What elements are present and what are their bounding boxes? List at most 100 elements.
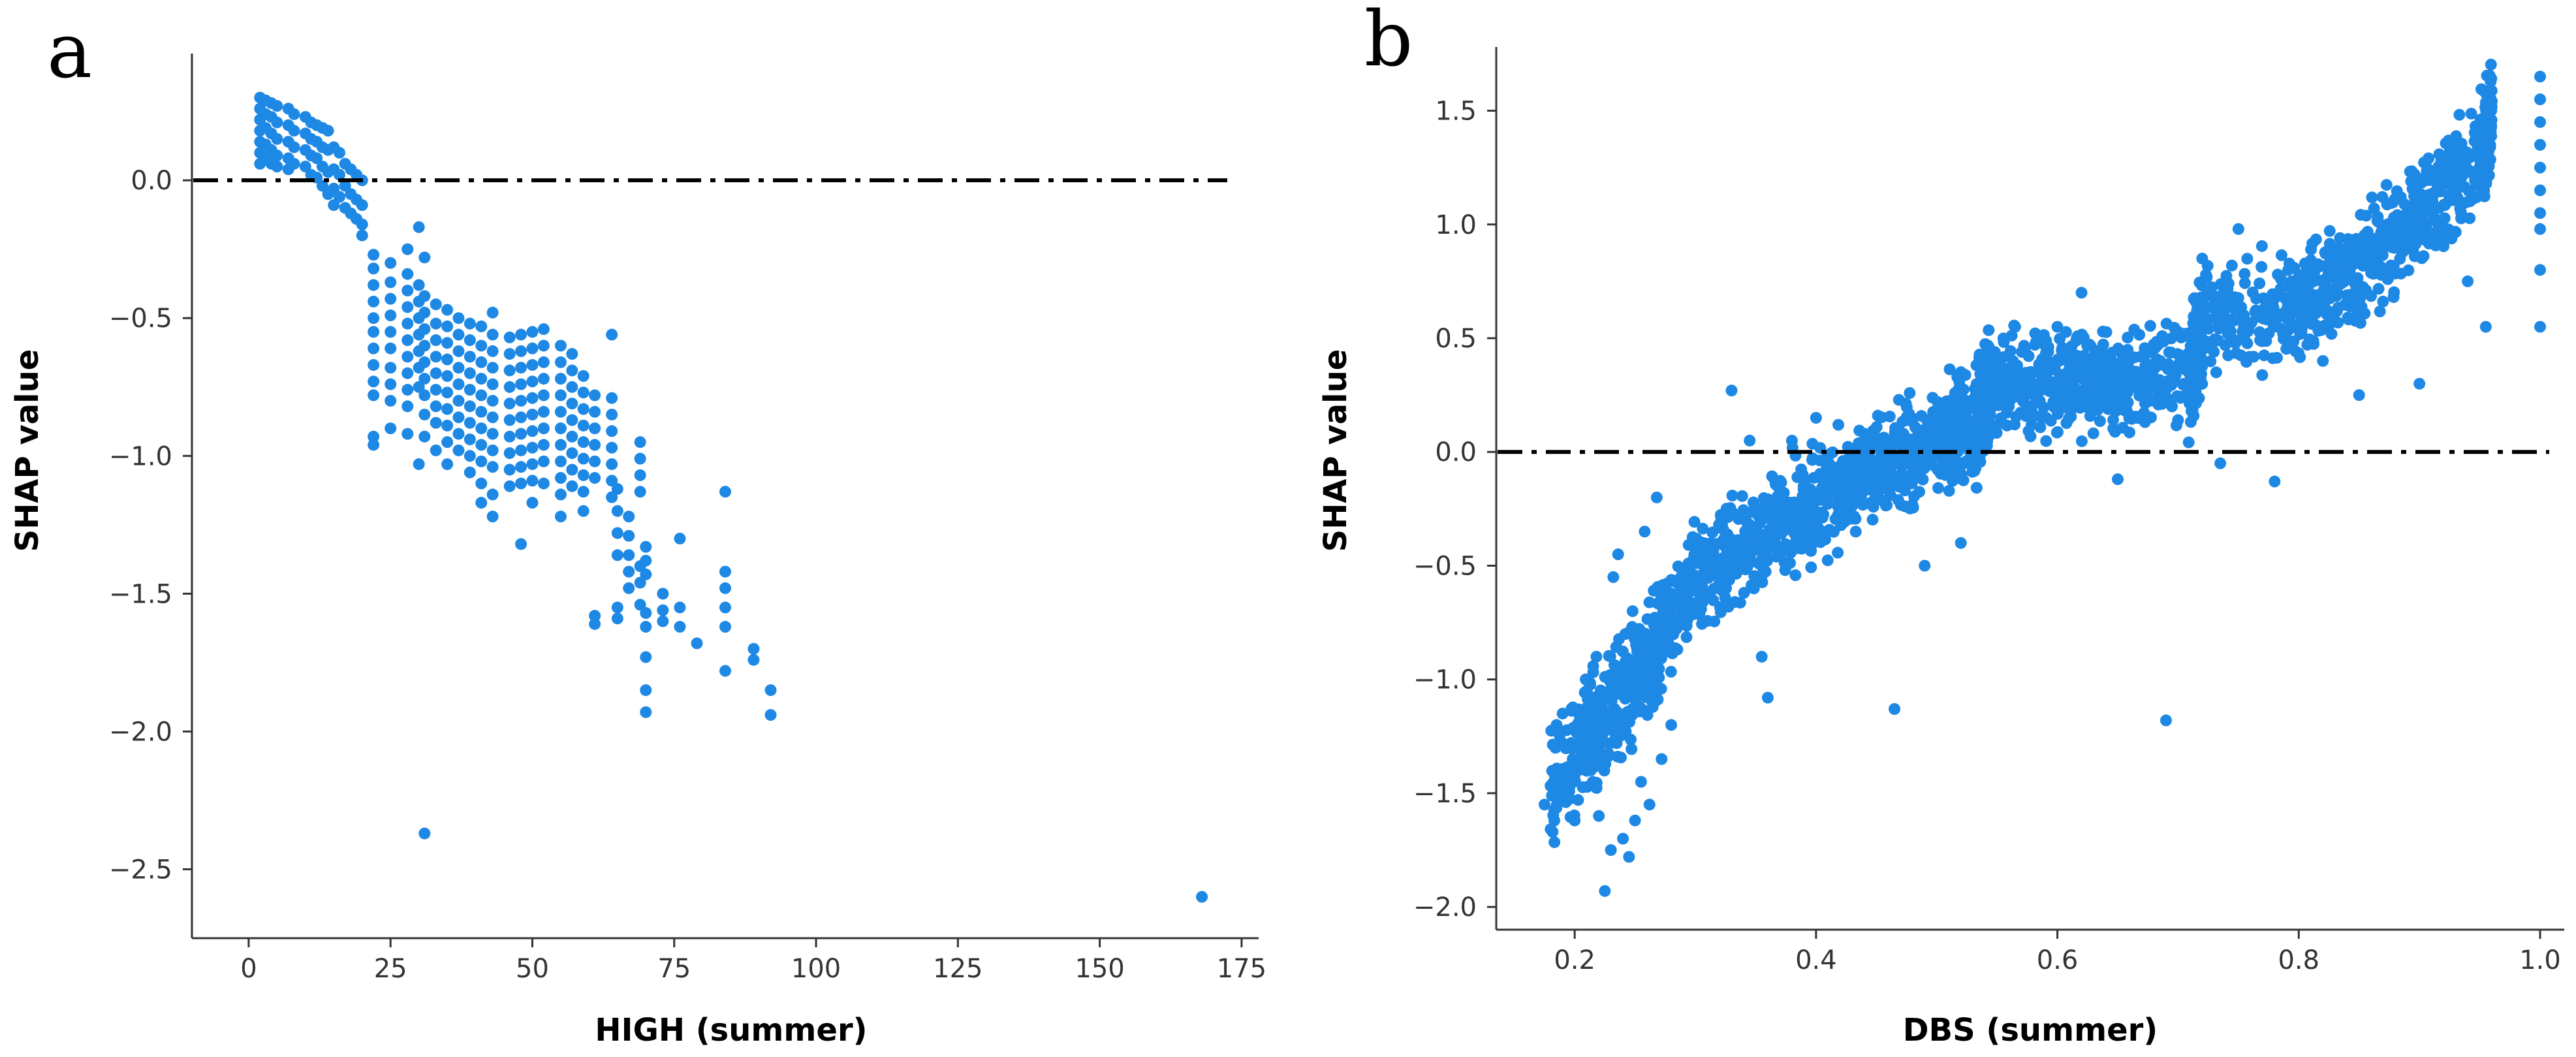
panel-b-data-point: [1915, 410, 1928, 422]
panel-b-data-point: [2170, 361, 2182, 373]
panel-b-data-point: [1988, 346, 2001, 358]
panel-b-data-point: [1583, 757, 1595, 769]
panel-a-data-point: [441, 387, 454, 399]
panel-b-y-tick-label: 1.0: [1435, 210, 1477, 240]
panel-a-data-point: [385, 342, 397, 355]
panel-a-data-point: [606, 328, 618, 341]
panel-b-data-point: [2228, 314, 2240, 326]
panel-b-data-point: [1780, 543, 1792, 555]
panel-b-data-point: [2056, 341, 2069, 354]
panel-b-data-point: [1564, 780, 1577, 792]
panel-a-data-point: [515, 411, 527, 424]
panel-b-data-point: [1794, 515, 1806, 528]
panel-b-data-point: [2110, 405, 2122, 417]
panel-a-data-point: [413, 279, 425, 291]
panel-a-data-point: [288, 157, 300, 170]
panel-b-data-point: [1834, 519, 1847, 531]
panel-b-data-point: [1996, 362, 2009, 374]
panel-b-data-point: [2281, 293, 2293, 306]
panel-a-data-point: [486, 345, 499, 357]
panel-a-data-point: [486, 306, 499, 319]
panel-a-data-point: [463, 450, 476, 462]
panel-b-data-point: [2284, 281, 2296, 293]
panel-b-data-point: [1556, 707, 1569, 719]
panel-b-data-point: [1778, 556, 1791, 569]
panel-b-data-point: [1832, 494, 1845, 506]
panel-b-data-point: [2310, 289, 2323, 302]
panel-a-data-point: [611, 505, 623, 517]
panel-a-data-point: [634, 469, 646, 481]
panel-b-x-tick-label: 1.0: [2519, 945, 2561, 975]
panel-b-data-point: [2178, 377, 2190, 390]
panel-a-data-point: [401, 285, 414, 297]
panel-a-chart: a 0 25 50 75 100 125 150 175 0.0 −0.5 −1.0 −1.5 −2.0…: [9, 7, 1266, 1049]
panel-b-data-point: [2144, 320, 2156, 332]
panel-b-data-point: [1689, 545, 1702, 558]
panel-b-y-tick-label: 0.0: [1435, 437, 1477, 467]
panel-b-data-point: [1846, 452, 1859, 465]
panel-a-data-point: [475, 422, 488, 435]
panel-b-data-point: [1821, 497, 1834, 510]
panel-b-data-point: [1753, 517, 1766, 529]
panel-a-data-point: [764, 684, 777, 697]
panel-b-data-point: [1814, 536, 1827, 548]
panel-b-data-point: [2195, 352, 2208, 364]
panel-b-data-point: [1996, 387, 2008, 399]
panel-a-x-tick-label: 25: [374, 954, 407, 984]
panel-b-data-point: [1615, 751, 1627, 764]
panel-a-data-point: [463, 417, 476, 429]
panel-b-data-point: [1746, 579, 1758, 592]
panel-a-data-point: [577, 505, 589, 517]
panel-b-data-point: [1595, 723, 1608, 735]
panel-a-data-point: [356, 229, 368, 242]
panel-b-data-point: [1547, 738, 1559, 751]
panel-b-data-point: [1900, 401, 1913, 413]
panel-b-data-point: [2417, 250, 2430, 262]
panel-b-data-point: [2372, 246, 2385, 259]
panel-b-data-point: [2208, 345, 2220, 358]
panel-a-data-point: [589, 610, 601, 622]
panel-a-data-point: [356, 199, 368, 212]
panel-b-data-point: [1722, 601, 1735, 613]
panel-b-data-point: [2304, 257, 2317, 270]
panel-a-data-point: [503, 381, 516, 393]
panel-b-data-point: [2112, 342, 2124, 355]
panel-a-data-point: [328, 182, 340, 195]
panel-a-data-point: [430, 317, 442, 330]
panel-b-data-point: [1920, 453, 1932, 465]
panel-a-data-point: [368, 430, 380, 443]
panel-a-data-point: [430, 298, 442, 311]
panel-b-data-point: [2255, 335, 2268, 347]
panel-b-data-point: [1611, 706, 1624, 718]
panel-a-data-point: [566, 364, 578, 377]
panel-a-data-point: [441, 403, 454, 415]
panel-b-data-point: [2421, 174, 2433, 186]
panel-b-data-point: [1706, 526, 1719, 539]
panel-b-data-point: [2188, 396, 2200, 409]
panel-b-data-point: [1688, 516, 1701, 528]
panel-b-data-point: [1573, 753, 1585, 766]
panel-a-data-point: [463, 400, 476, 413]
panel-b-data-point: [2332, 242, 2344, 254]
panel-a-data-point: [537, 373, 550, 385]
panel-a-data-point: [430, 417, 442, 429]
panel-a-data-point: [430, 334, 442, 347]
panel-b-data-point: [2137, 349, 2150, 362]
panel-b-data-point: [2462, 275, 2474, 287]
panel-a-data-point: [385, 422, 397, 435]
panel-b-data-point: [2139, 416, 2151, 428]
panel-a-data-point: [441, 458, 454, 470]
panel-a-x-label: HIGH (summer): [595, 1012, 867, 1049]
panel-a-data-point: [566, 430, 578, 443]
panel-a-data-point: [441, 320, 454, 332]
panel-a-data-point: [526, 392, 539, 404]
panel-b-data-point: [2074, 332, 2086, 345]
panel-a-data-point: [566, 447, 578, 460]
panel-b-data-point: [1612, 633, 1625, 645]
panel-b-data-point: [2310, 307, 2323, 319]
panel-b-data-point: [1942, 400, 1955, 412]
panel-b-data-point: [2171, 390, 2183, 402]
panel-a-data-point: [288, 125, 300, 137]
panel-b-data-point: [2027, 366, 2039, 379]
